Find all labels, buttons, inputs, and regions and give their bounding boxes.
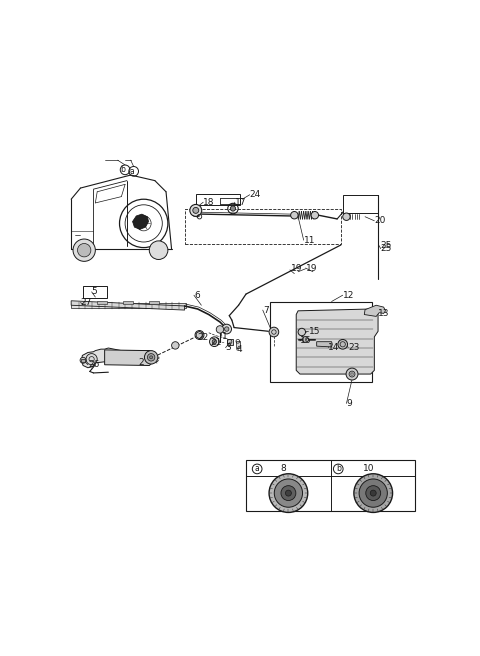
Text: 18: 18 [203, 197, 215, 207]
Bar [196, 194, 240, 205]
Text: a: a [130, 167, 134, 176]
Polygon shape [296, 309, 378, 374]
Circle shape [150, 356, 153, 359]
Text: 13: 13 [378, 309, 390, 318]
Text: 8: 8 [280, 464, 286, 474]
Bar [149, 300, 158, 304]
Text: 25: 25 [381, 241, 392, 250]
Bar [123, 300, 132, 304]
Circle shape [225, 327, 229, 331]
Circle shape [77, 243, 91, 257]
Text: 22: 22 [198, 333, 209, 342]
Text: 23: 23 [348, 343, 360, 352]
Circle shape [73, 239, 96, 261]
Text: 2: 2 [138, 358, 144, 367]
Bar [343, 195, 378, 213]
Circle shape [349, 371, 355, 377]
Circle shape [281, 485, 296, 501]
Text: 7: 7 [263, 306, 268, 315]
Circle shape [370, 490, 376, 496]
Bar [97, 300, 107, 304]
Circle shape [351, 373, 353, 375]
Circle shape [269, 327, 279, 337]
Circle shape [212, 339, 216, 344]
Bar [236, 341, 240, 348]
Circle shape [343, 213, 350, 220]
Circle shape [147, 354, 155, 361]
Polygon shape [364, 305, 385, 316]
Circle shape [338, 339, 348, 349]
Circle shape [230, 206, 236, 211]
Text: 26: 26 [88, 360, 99, 369]
Bar [270, 302, 372, 382]
Circle shape [302, 337, 309, 342]
Text: 14: 14 [328, 343, 339, 352]
Bar [71, 302, 186, 308]
Text: 16: 16 [300, 337, 312, 346]
Circle shape [172, 342, 179, 349]
Text: 12: 12 [343, 291, 354, 300]
Circle shape [144, 350, 158, 364]
Circle shape [193, 207, 199, 213]
Circle shape [222, 324, 231, 334]
Text: 15: 15 [309, 327, 320, 336]
Text: b: b [120, 165, 125, 174]
Text: 27: 27 [81, 298, 92, 307]
Circle shape [80, 358, 86, 363]
Polygon shape [132, 214, 148, 230]
Text: 11: 11 [304, 236, 315, 245]
Circle shape [195, 331, 204, 339]
Polygon shape [82, 348, 156, 368]
Bar [246, 461, 415, 510]
Circle shape [149, 241, 168, 260]
Bar [81, 359, 85, 362]
Text: a: a [255, 464, 260, 474]
Bar [83, 286, 107, 298]
Text: 1: 1 [222, 332, 228, 340]
Text: 6: 6 [194, 291, 200, 300]
Text: 25: 25 [381, 244, 392, 253]
Text: 17: 17 [235, 197, 246, 207]
Polygon shape [105, 350, 152, 365]
Polygon shape [317, 342, 332, 347]
Circle shape [286, 490, 291, 496]
Circle shape [290, 211, 298, 219]
Circle shape [190, 205, 202, 216]
Text: 24: 24 [250, 190, 261, 199]
Text: b: b [336, 464, 341, 474]
Circle shape [359, 479, 387, 507]
Circle shape [311, 211, 319, 219]
Circle shape [274, 479, 302, 507]
Text: 10: 10 [363, 464, 374, 474]
Text: 4: 4 [237, 345, 242, 354]
Circle shape [354, 474, 393, 512]
Text: 21: 21 [211, 338, 222, 347]
Polygon shape [196, 331, 203, 338]
Text: 3: 3 [226, 343, 231, 352]
Text: 9: 9 [347, 399, 352, 408]
Circle shape [298, 328, 306, 336]
Polygon shape [71, 300, 185, 310]
Text: 19: 19 [305, 264, 317, 272]
Text: 19: 19 [290, 264, 302, 274]
Circle shape [366, 485, 381, 501]
Bar [185, 209, 341, 244]
Bar [227, 338, 233, 344]
Circle shape [269, 474, 308, 512]
Circle shape [210, 337, 219, 346]
Text: 20: 20 [374, 216, 386, 225]
Circle shape [346, 368, 358, 380]
Text: 5: 5 [92, 287, 97, 297]
Circle shape [216, 325, 224, 333]
Circle shape [86, 354, 97, 365]
